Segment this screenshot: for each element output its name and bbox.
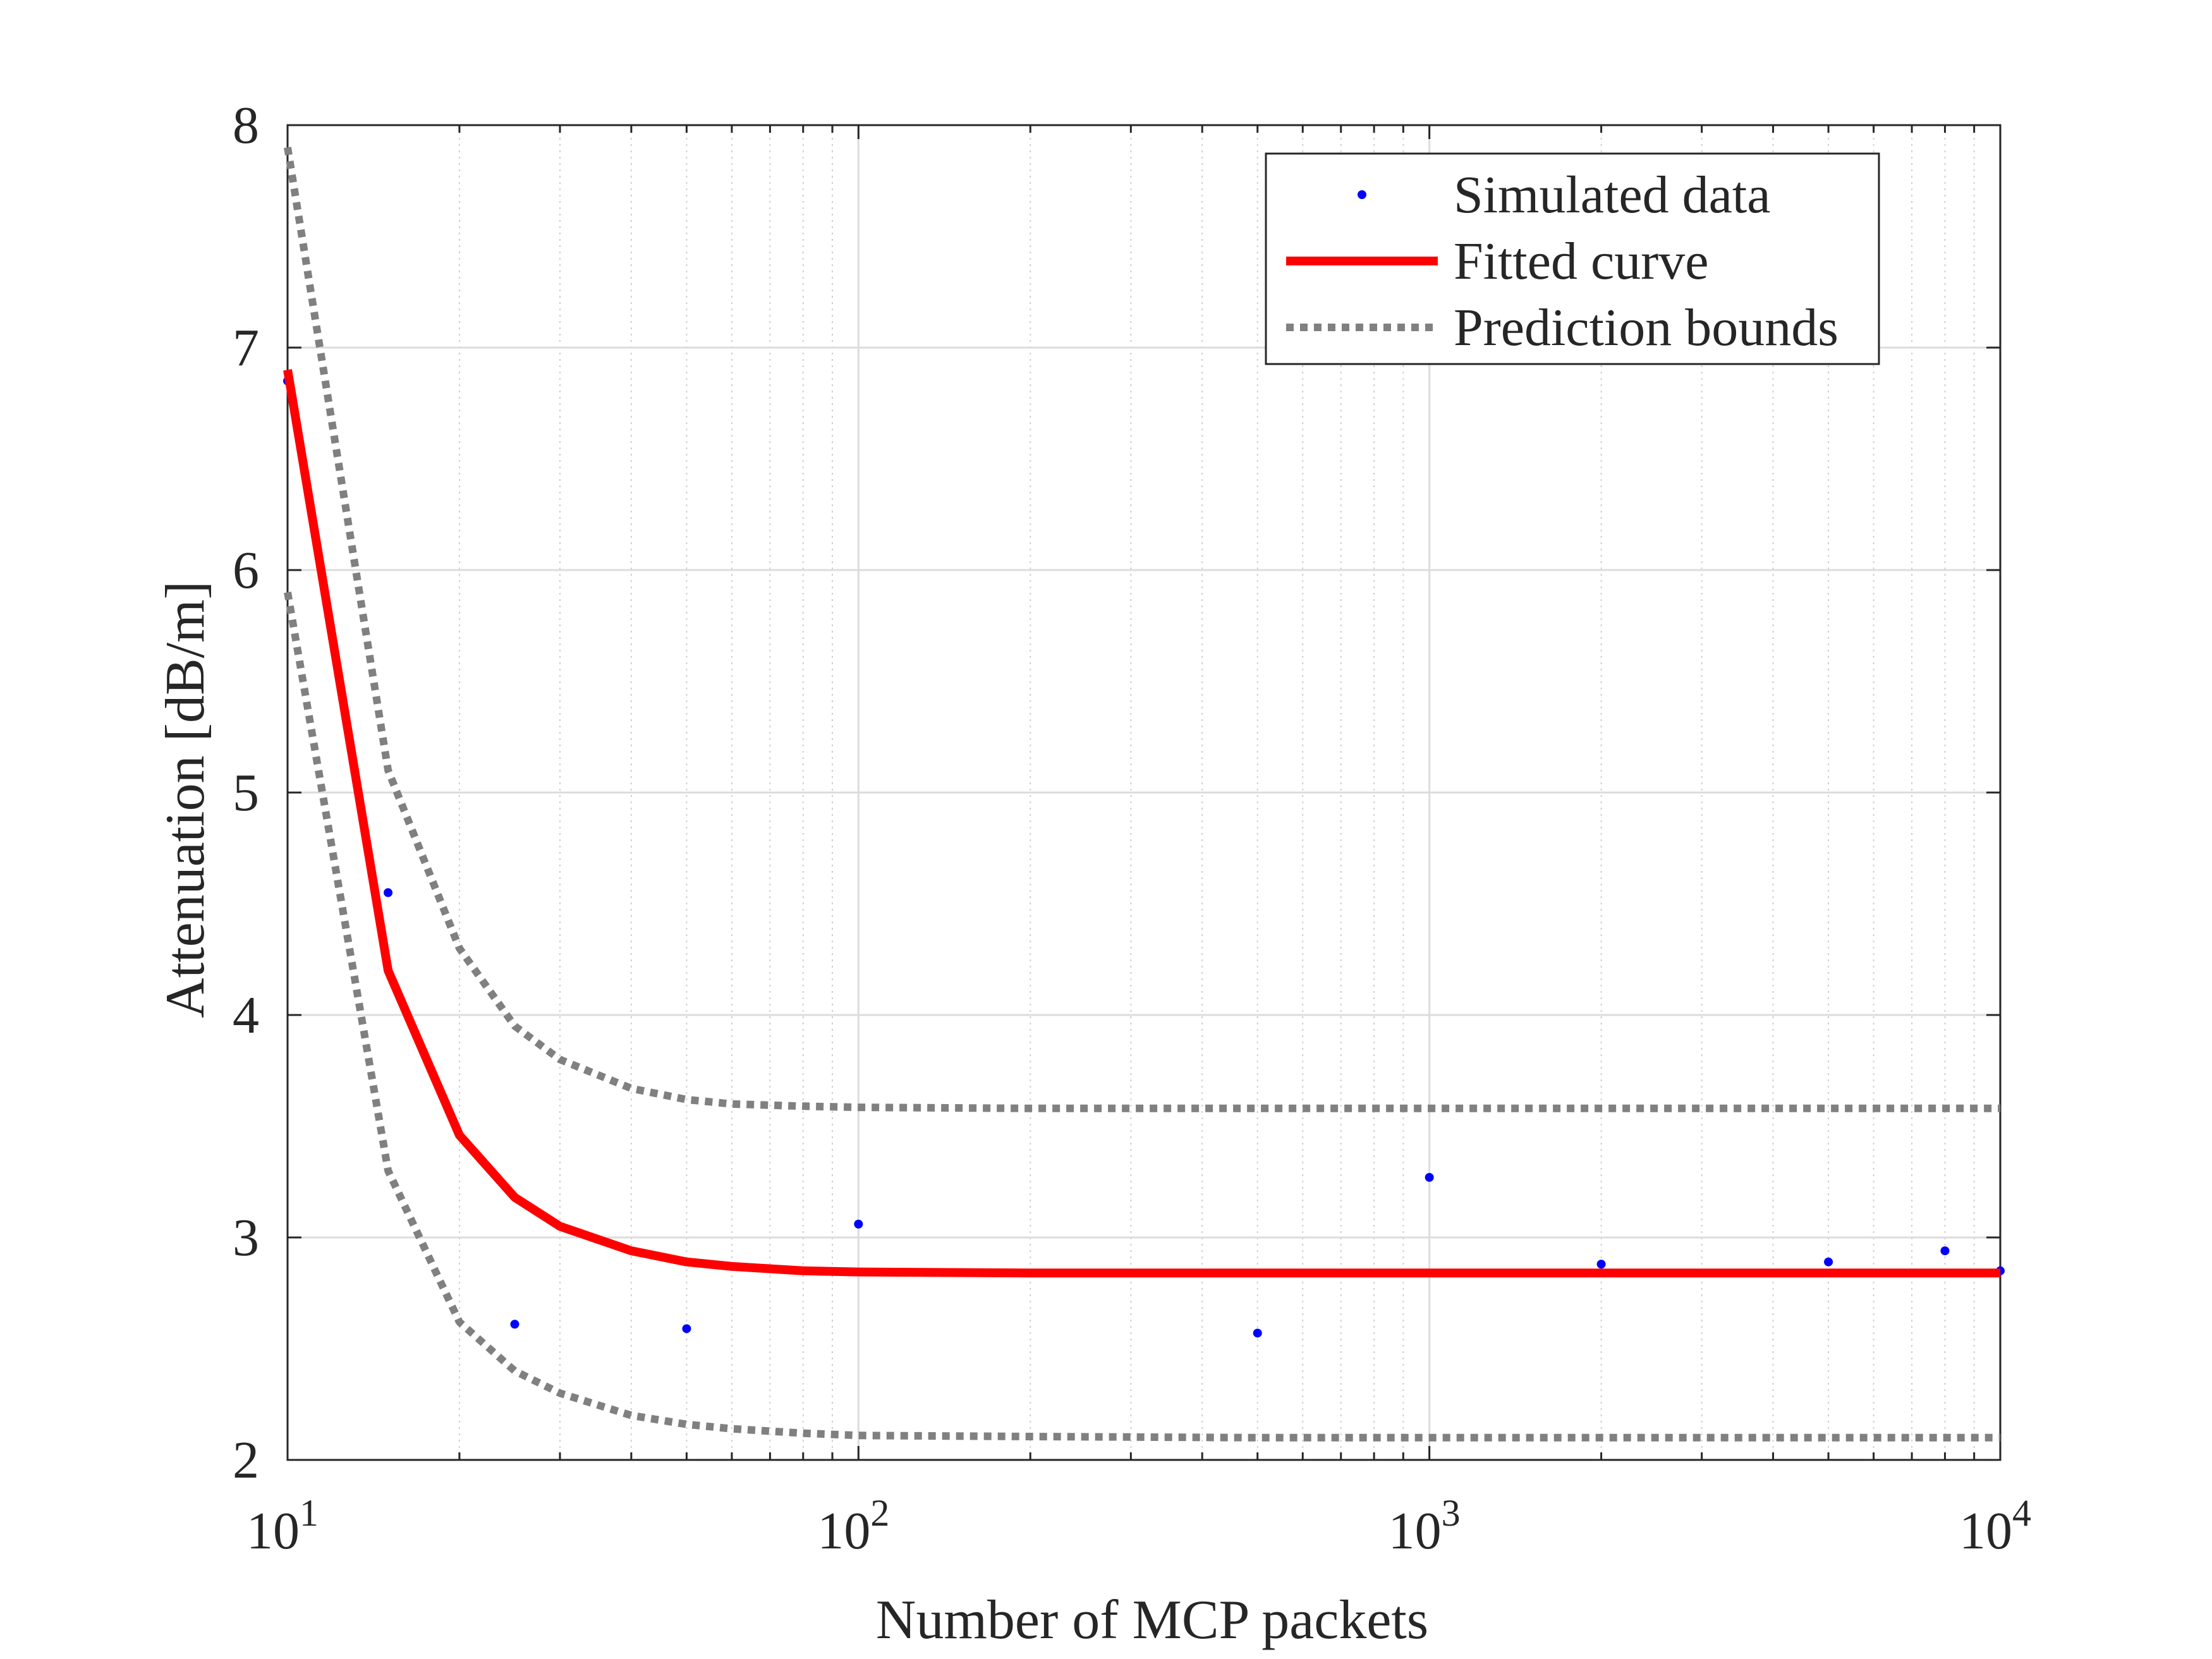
y-tick-label: 2 <box>233 1431 259 1490</box>
y-tick-label: 7 <box>233 319 259 377</box>
plot-area <box>283 147 2005 1442</box>
x-tick-label: 102 <box>817 1492 889 1560</box>
tick-labels: 2 3 4 5 6 7 8 101 102 103 104 <box>233 96 2031 1560</box>
x-tick-label: 104 <box>1959 1492 2031 1560</box>
legend-label: Fitted curve <box>1454 232 1709 291</box>
data-point <box>682 1324 691 1334</box>
data-point <box>1940 1246 1950 1256</box>
legend-marker-points <box>1358 190 1366 199</box>
x-tick-label: 101 <box>246 1492 319 1560</box>
y-tick-label: 4 <box>233 986 259 1045</box>
legend-label: Simulated data <box>1454 166 1771 224</box>
data-point <box>510 1320 520 1329</box>
data-point <box>1253 1328 1262 1338</box>
data-point <box>1824 1257 1833 1267</box>
fitted-curve-line <box>283 369 2000 1278</box>
data-point <box>1596 1260 1606 1269</box>
y-tick-label: 6 <box>233 541 259 600</box>
y-tick-label: 5 <box>233 763 259 822</box>
y-axis-label: Attenuation [dB/m] <box>155 581 216 1018</box>
axes <box>286 124 2002 1461</box>
data-point <box>384 888 393 897</box>
y-tick-label: 8 <box>233 96 259 155</box>
x-tick-label: 103 <box>1389 1492 1461 1560</box>
legend-label: Prediction bounds <box>1454 298 1838 357</box>
y-tick-label: 3 <box>233 1208 259 1267</box>
legend: Simulated data Fitted curve Prediction bou… <box>1265 152 1880 365</box>
upper-prediction-bound <box>284 147 2000 1112</box>
x-axis-label: Number of MCP packets <box>876 1589 1428 1651</box>
lower-prediction-bound <box>284 592 2000 1442</box>
data-point <box>854 1219 863 1229</box>
data-point <box>1425 1172 1434 1182</box>
